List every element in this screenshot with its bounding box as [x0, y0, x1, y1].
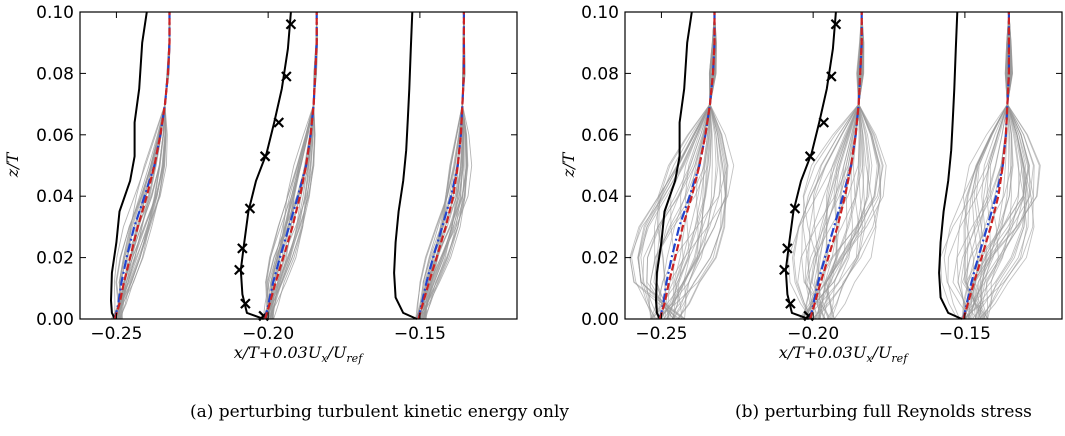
y-tick-label: 0.08 — [36, 64, 74, 84]
sample-line — [264, 12, 317, 319]
y-tick-label: 0.08 — [581, 64, 619, 84]
x-marker — [780, 265, 789, 274]
y-tick-label: 0.00 — [36, 310, 74, 330]
y-tick-label: 0.00 — [581, 310, 619, 330]
x-tick-label: −0.15 — [939, 324, 991, 344]
x-marker — [819, 118, 828, 127]
x-axis-sub-ref-a: ref — [346, 352, 364, 365]
caption-a: (a) perturbing turbulent kinetic energy … — [190, 402, 569, 422]
y-tick-label: 0.04 — [36, 187, 74, 207]
y-tick-label: 0.06 — [581, 126, 619, 146]
y-axis-label-b: z/T — [559, 151, 578, 178]
x-marker — [235, 265, 244, 274]
x-tick-label: −0.20 — [242, 324, 294, 344]
sample-line — [972, 12, 1025, 319]
x-axis-label-main-b: x/T+0.03U — [779, 343, 867, 362]
x-axis-slash-a: /U — [326, 343, 347, 362]
baseline-line-a-3 — [394, 12, 417, 319]
baseline-line-b-3 — [939, 12, 962, 319]
y-axis-label-a: z/T — [3, 151, 22, 178]
ensemble-samples-b — [630, 12, 1041, 319]
y-tick-label: 0.02 — [36, 249, 74, 269]
y-tick-label: 0.02 — [581, 249, 619, 269]
x-tick-label: −0.15 — [394, 324, 446, 344]
x-tick-label: −0.20 — [787, 324, 839, 344]
baseline-line-b-2 — [786, 12, 836, 319]
y-tick-label: 0.10 — [581, 3, 619, 23]
x-axis-label-main-a: x/T+0.03U — [234, 343, 322, 362]
x-marker — [274, 118, 283, 127]
caption-b: (b) perturbing full Reynolds stress — [735, 402, 1032, 422]
x-tick-label: −0.25 — [90, 324, 142, 344]
x-axis-label-b: x/T+0.03Ux/Uref — [779, 343, 909, 365]
panel-b: 0.000.020.040.060.080.10−0.25 −0.20 −0.15 … — [559, 3, 1062, 422]
x-tick-label: −0.25 — [635, 324, 687, 344]
x-axis-sub-ref-b: ref — [891, 352, 909, 365]
ensemble-samples-a — [111, 12, 471, 319]
sample-line — [972, 12, 1030, 319]
x-axis-slash-b: /U — [871, 343, 892, 362]
y-tick-label: 0.10 — [36, 3, 74, 23]
panel-a: 0.000.020.040.060.080.10−0.25 −0.20 −0.15 … — [3, 3, 569, 422]
y-tick-label: 0.04 — [581, 187, 619, 207]
y-tick-label: 0.06 — [36, 126, 74, 146]
x-axis-label-a: x/T+0.03Ux/Uref — [234, 343, 364, 365]
